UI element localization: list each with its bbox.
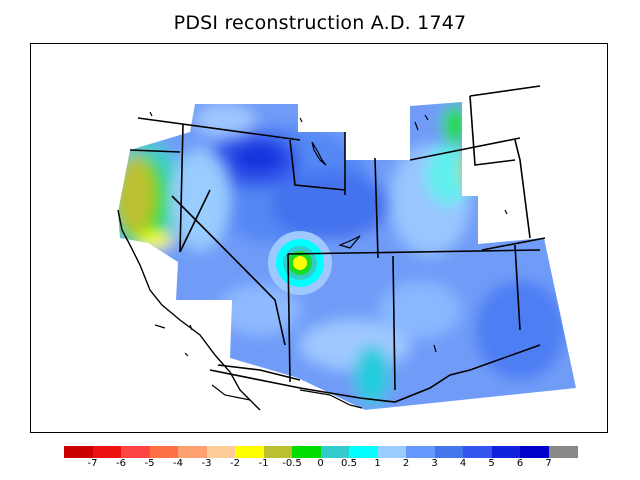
state-boundaries [129, 85, 546, 403]
legend-tick: -2 [230, 458, 240, 469]
legend-swatch [178, 446, 207, 458]
legend-swatch [463, 446, 492, 458]
legend-swatch [64, 446, 93, 458]
legend-tick: -5 [144, 458, 155, 469]
legend-tick: 1 [374, 458, 381, 469]
legend-tick: -0.5 [282, 458, 302, 469]
legend-tick: 2 [402, 458, 410, 469]
legend-swatch [520, 446, 549, 458]
baja-coastline [211, 384, 251, 401]
legend-swatch [235, 446, 264, 458]
pacific-coastline [117, 209, 261, 411]
legend-swatch [92, 446, 122, 458]
legend-swatch [320, 446, 350, 458]
legend-swatch [349, 446, 378, 458]
legend-tick: -4 [173, 458, 183, 469]
legend-swatch [548, 446, 578, 458]
legend-swatch [434, 446, 464, 458]
legend-swatch [491, 446, 521, 458]
legend-swatch [206, 446, 236, 458]
map-title: PDSI reconstruction A.D. 1747 [173, 12, 467, 34]
legend-swatch [292, 446, 321, 458]
legend-swatch [121, 446, 150, 458]
gulf-coastline [299, 389, 363, 409]
legend-tick: -7 [87, 458, 98, 469]
legend-tick: -3 [201, 458, 212, 469]
legend-swatch [406, 446, 435, 458]
legend-tick: 3 [431, 458, 438, 469]
legend-swatch [263, 446, 293, 458]
legend-tick: 4 [459, 458, 467, 469]
legend-swatch [377, 446, 407, 458]
color-legend [64, 446, 578, 458]
legend-tick: 0 [317, 458, 324, 469]
legend-tick: 7 [545, 458, 552, 469]
legend-tick: -6 [116, 458, 126, 469]
legend-tick: -1 [258, 458, 269, 469]
legend-tick: 5 [488, 458, 495, 469]
legend-tick: 6 [516, 458, 524, 469]
lakes [149, 111, 508, 357]
legend-swatch [149, 446, 179, 458]
legend-tick: 0.5 [341, 458, 357, 469]
